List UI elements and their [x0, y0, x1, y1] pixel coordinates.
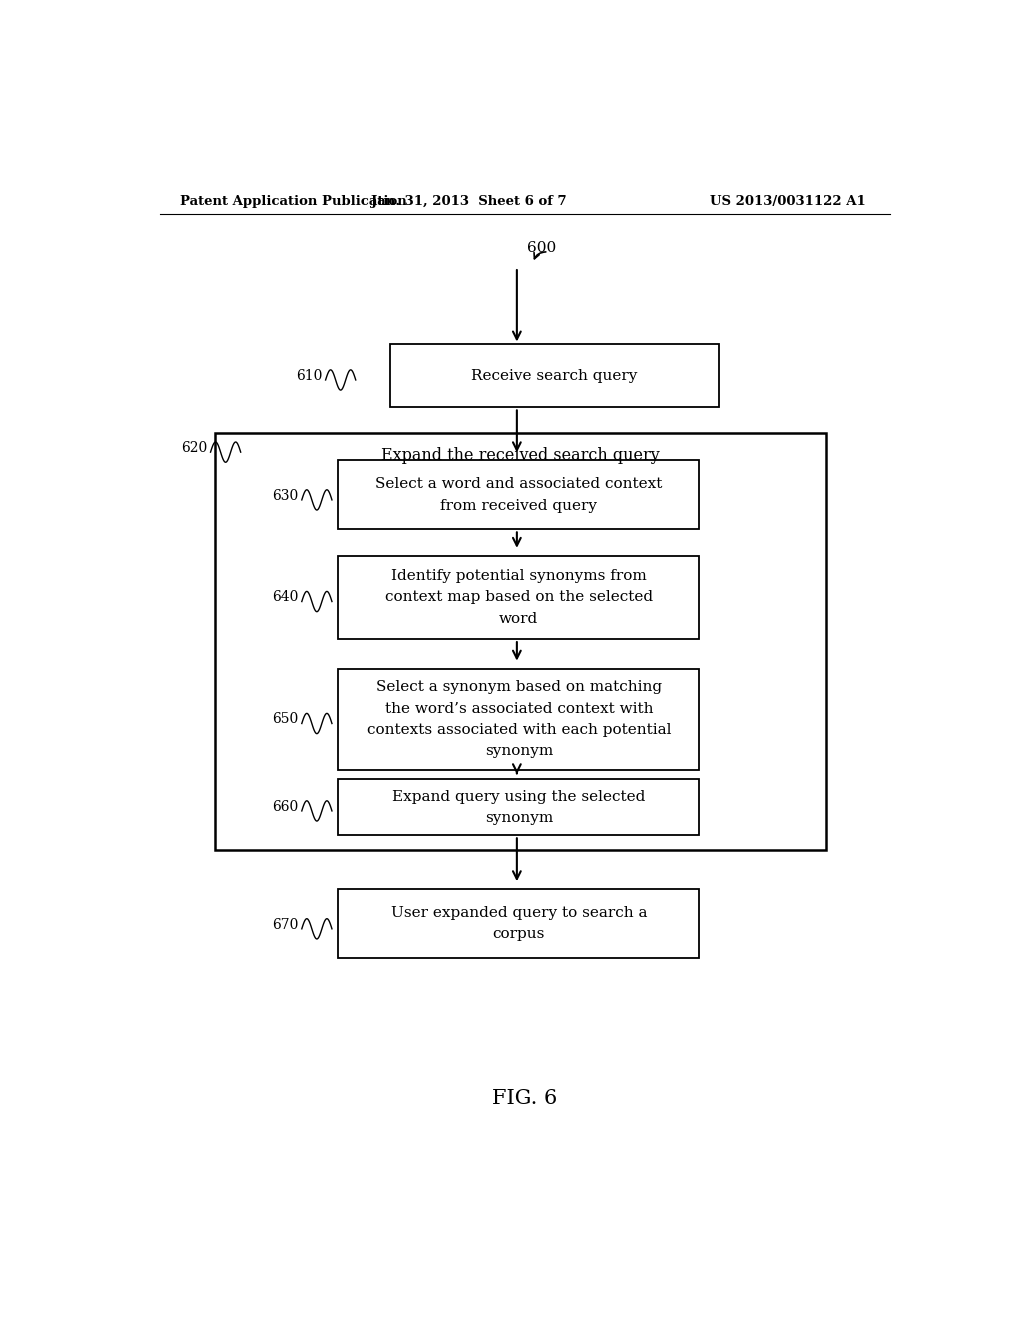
Text: Patent Application Publication: Patent Application Publication	[179, 194, 407, 207]
Text: Select a word and associated context: Select a word and associated context	[375, 477, 663, 491]
Text: 630: 630	[272, 488, 299, 503]
Text: Jan. 31, 2013  Sheet 6 of 7: Jan. 31, 2013 Sheet 6 of 7	[372, 194, 567, 207]
Text: 640: 640	[272, 590, 299, 605]
Text: synonym: synonym	[484, 744, 553, 759]
Text: 620: 620	[181, 441, 207, 455]
FancyBboxPatch shape	[338, 669, 699, 771]
FancyBboxPatch shape	[338, 779, 699, 836]
Text: word: word	[500, 612, 539, 626]
Text: contexts associated with each potential: contexts associated with each potential	[367, 723, 671, 737]
Text: from received query: from received query	[440, 499, 597, 512]
Text: context map based on the selected: context map based on the selected	[385, 590, 653, 605]
Text: the word’s associated context with: the word’s associated context with	[385, 702, 653, 715]
FancyBboxPatch shape	[338, 556, 699, 639]
Text: Expand the received search query: Expand the received search query	[382, 446, 660, 463]
Text: 670: 670	[272, 917, 299, 932]
Text: Receive search query: Receive search query	[471, 368, 638, 383]
Text: 610: 610	[296, 368, 323, 383]
Text: Identify potential synonyms from: Identify potential synonyms from	[391, 569, 647, 583]
Text: corpus: corpus	[493, 928, 545, 941]
FancyBboxPatch shape	[390, 345, 719, 408]
Text: User expanded query to search a: User expanded query to search a	[390, 906, 647, 920]
Text: US 2013/0031122 A1: US 2013/0031122 A1	[711, 194, 866, 207]
Text: synonym: synonym	[484, 810, 553, 825]
FancyBboxPatch shape	[338, 461, 699, 529]
Text: 650: 650	[272, 713, 299, 726]
FancyBboxPatch shape	[215, 433, 826, 850]
Text: Select a synonym based on matching: Select a synonym based on matching	[376, 680, 662, 694]
FancyBboxPatch shape	[338, 890, 699, 958]
Text: Expand query using the selected: Expand query using the selected	[392, 789, 645, 804]
Text: FIG. 6: FIG. 6	[493, 1089, 557, 1107]
Text: 660: 660	[272, 800, 299, 814]
Text: 600: 600	[527, 242, 556, 255]
